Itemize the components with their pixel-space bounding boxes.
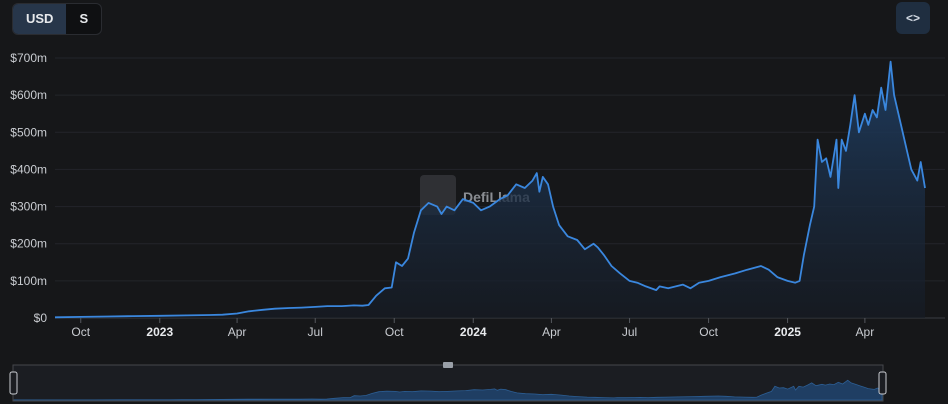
currency-option-usd[interactable]: USD [13,4,67,34]
y-tick-label: $600m [10,88,47,102]
embed-code-button[interactable]: <> [896,2,930,34]
currency-toggle: USD S [12,3,103,35]
x-tick-label: Oct [71,325,90,339]
x-tick-label: 2024 [460,325,487,339]
series-area [55,61,925,318]
x-tick-label: 2023 [146,325,173,339]
x-tick-label: Oct [385,325,404,339]
slider-drag-handle[interactable] [443,362,453,368]
currency-option-token[interactable]: S [79,11,89,26]
code-icon: <> [905,11,920,25]
x-tick-label: Apr [542,325,561,339]
y-tick-label: $200m [10,237,47,251]
y-axis: $0 $100m $200m $300m $400m $500m $600m $700m [10,51,47,325]
y-tick-label: $500m [10,125,47,139]
x-tick-label: Apr [228,325,247,339]
chart-svg: $0 $100m $200m $300m $400m $500m $600m $700m Oc… [9,51,945,402]
x-tick-label: Jul [308,325,323,339]
series-line [54,60,926,319]
y-tick-label: $300m [10,200,47,214]
y-tick-label: $100m [10,274,47,288]
range-slider[interactable] [9,362,887,402]
x-tick-label: Apr [856,325,875,339]
x-axis: Oct 2023 Apr Jul Oct 2024 Apr Jul Oct 2025 Apr [71,318,874,339]
slider-left-handle[interactable] [9,371,18,395]
x-tick-label: Oct [699,325,718,339]
x-tick-label: 2025 [774,325,801,339]
x-tick-label: Jul [622,325,637,339]
slider-preview-area [13,379,883,401]
y-tick-label: $400m [10,162,47,176]
y-tick-label: $700m [10,51,47,65]
y-tick-label: $0 [34,311,48,325]
slider-right-handle[interactable] [878,371,887,395]
